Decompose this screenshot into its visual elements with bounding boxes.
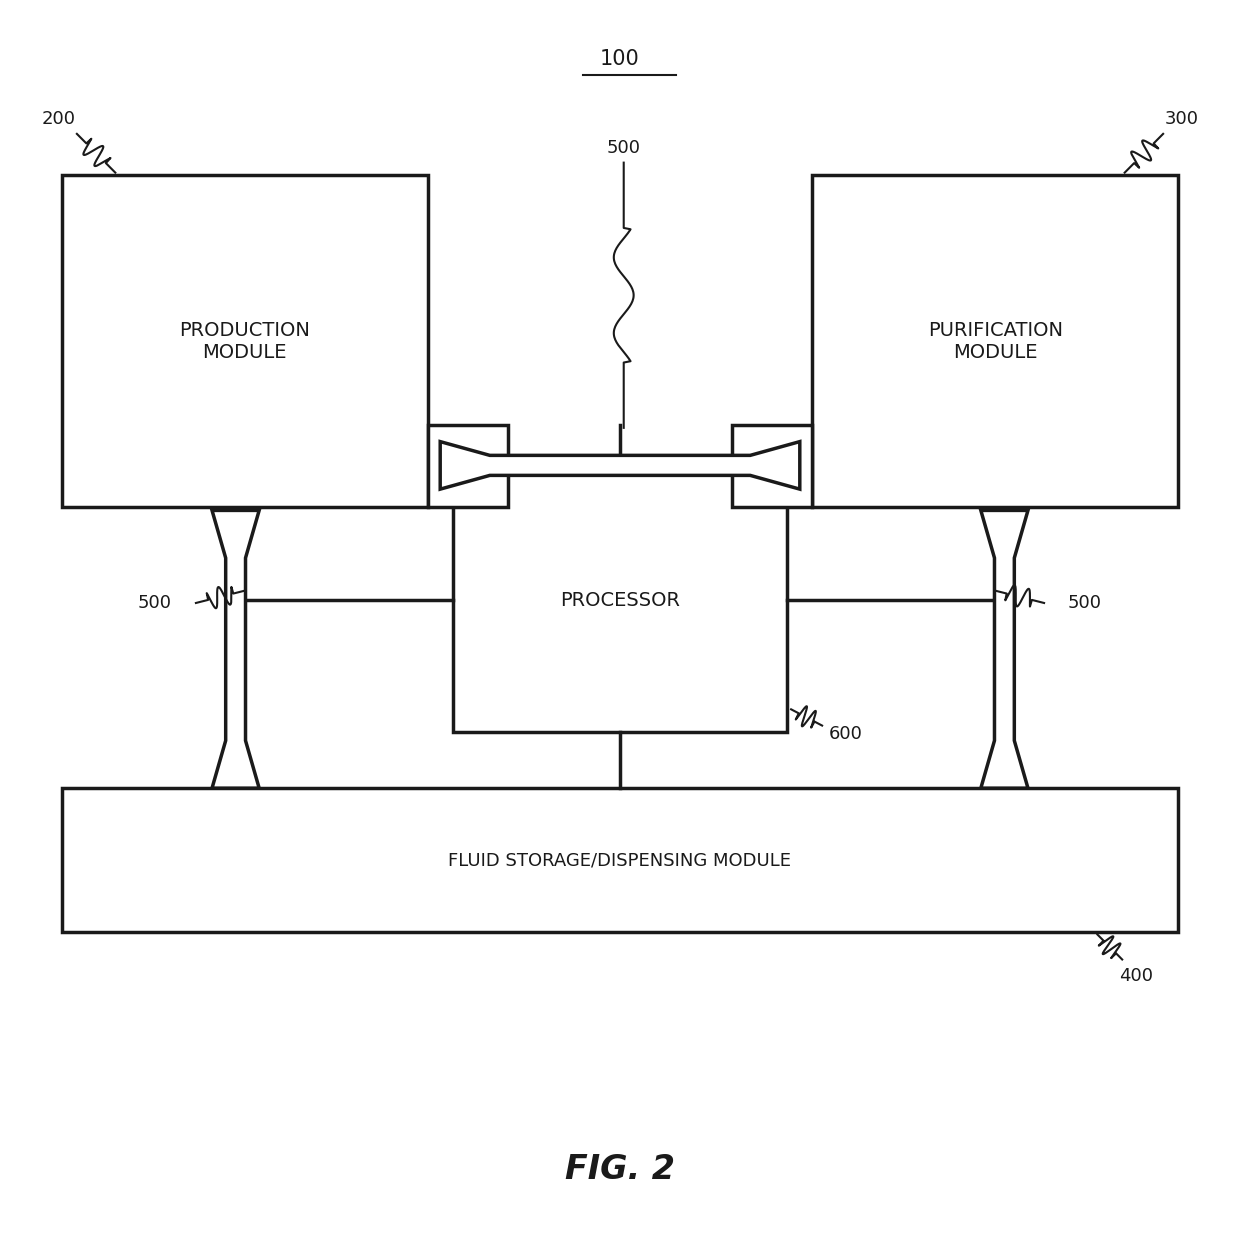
Polygon shape — [212, 510, 259, 788]
Text: PRODUCTION
MODULE: PRODUCTION MODULE — [179, 322, 310, 362]
Text: 300: 300 — [1164, 110, 1199, 128]
Bar — [428, 425, 508, 507]
Bar — [62, 175, 428, 507]
Bar — [453, 469, 787, 732]
Text: 400: 400 — [1118, 967, 1153, 985]
Text: PROCESSOR: PROCESSOR — [560, 590, 680, 610]
Bar — [62, 788, 1178, 932]
Polygon shape — [981, 510, 1028, 788]
Text: 500: 500 — [1068, 594, 1102, 612]
Text: 500: 500 — [606, 139, 641, 156]
Bar — [732, 425, 812, 507]
Bar — [812, 175, 1178, 507]
Polygon shape — [440, 442, 800, 489]
Text: FIG. 2: FIG. 2 — [565, 1153, 675, 1186]
Text: 600: 600 — [828, 726, 863, 743]
Text: FLUID STORAGE/DISPENSING MODULE: FLUID STORAGE/DISPENSING MODULE — [449, 851, 791, 869]
Text: 500: 500 — [138, 594, 172, 612]
Text: PURIFICATION
MODULE: PURIFICATION MODULE — [929, 322, 1063, 362]
Text: 100: 100 — [600, 49, 640, 69]
Text: 200: 200 — [41, 110, 76, 128]
